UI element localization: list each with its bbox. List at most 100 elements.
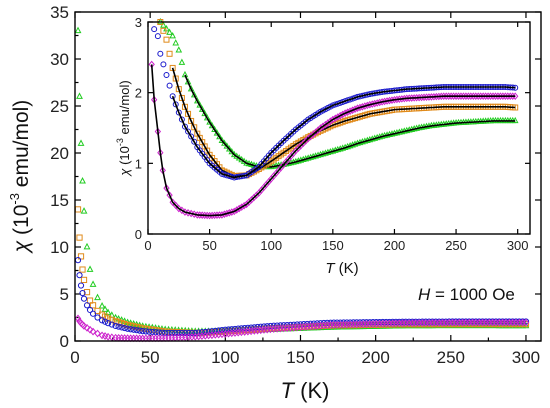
inset-point-diamond	[489, 92, 497, 100]
main-point-circle	[104, 320, 112, 327]
main-point-triangle	[519, 321, 527, 329]
inset-point-diamond	[509, 92, 516, 100]
main-point-triangle	[449, 321, 456, 329]
inset-point-diamond	[433, 92, 440, 101]
inset-point-diamond	[391, 95, 398, 104]
inset-point-square	[188, 117, 195, 124]
inset-point-diamond	[423, 93, 430, 101]
main-point-diamond	[89, 327, 97, 336]
main-point-triangle	[489, 321, 496, 329]
main-point-triangle	[459, 321, 466, 329]
main-point-circle	[79, 289, 86, 297]
inset-point-diamond	[398, 95, 405, 103]
inset-point-diamond	[415, 93, 423, 102]
inset-point-diamond	[411, 94, 418, 102]
inset-series-circle	[151, 26, 519, 181]
inset-point-circle	[163, 72, 170, 78]
inset-point-diamond	[408, 94, 415, 102]
main-point-circle	[439, 318, 446, 325]
main-point-circle	[133, 327, 140, 334]
main-point-square	[80, 276, 88, 283]
main-point-circle	[89, 310, 97, 317]
main-x-ticks: 0 50 100 150 200 250 300	[70, 12, 540, 367]
main-point-square	[77, 253, 85, 260]
inset-x-ticks: 0 50 100 150 200 250 300	[144, 22, 529, 253]
inset-point-circle	[166, 82, 173, 89]
inset-point-diamond	[425, 93, 433, 101]
inset-point-circle	[169, 93, 176, 100]
main-point-circle	[215, 327, 222, 334]
inset-point-circle	[160, 61, 167, 68]
inset-x-tick-label: 200	[384, 238, 406, 253]
inset-point-diamond	[467, 92, 475, 100]
main-point-circle	[124, 325, 131, 332]
main-point-circle	[115, 323, 122, 330]
inset-point-circle	[185, 128, 192, 135]
main-x-tick-label: 50	[141, 348, 160, 367]
main-x-tick-label: 250	[437, 348, 465, 367]
inset-point-diamond	[480, 92, 487, 100]
main-point-circle	[244, 324, 251, 331]
main-point-triangle	[439, 321, 446, 329]
inset-point-diamond	[435, 92, 442, 101]
main-point-circle	[145, 328, 153, 335]
main-point-triangle	[485, 321, 493, 329]
main-x-tick-label: 150	[286, 348, 314, 367]
main-point-circle	[222, 326, 229, 333]
inset-x-tick-label: 250	[445, 238, 467, 253]
inset-y-tick-label: 0	[135, 227, 142, 242]
main-x-tick-label: 100	[211, 348, 239, 367]
main-point-circle	[247, 324, 255, 331]
main-y-tick-label: 20	[50, 144, 69, 163]
main-point-circle	[409, 318, 416, 325]
main-point-triangle	[479, 321, 486, 329]
main-point-triangle	[452, 321, 460, 329]
main-point-square	[108, 316, 115, 323]
main-y-tick-label: 35	[50, 3, 69, 22]
main-point-triangle	[74, 26, 82, 34]
main-series-diamond	[74, 314, 530, 343]
inset-y-tick-label: 2	[135, 86, 142, 101]
main-point-circle	[254, 323, 261, 331]
inset-plot: 0 50 100 150 200 250 300 0 1 2 3 T (K) χ (10-3 em…	[115, 15, 531, 277]
main-point-circle	[208, 328, 216, 335]
inset-point-diamond	[450, 92, 457, 100]
inset-point-diamond	[470, 92, 477, 100]
inset-point-diamond	[499, 92, 507, 100]
inset-point-diamond	[507, 92, 514, 100]
main-x-tick-label: 200	[361, 348, 389, 367]
main-point-circle	[112, 322, 119, 330]
main-point-diamond	[94, 329, 101, 338]
main-point-circle	[442, 318, 449, 325]
inset-point-diamond	[484, 92, 492, 100]
main-point-circle	[77, 282, 85, 289]
inset-point-circle	[172, 101, 179, 108]
inset-point-circle	[191, 138, 198, 145]
main-point-circle	[182, 329, 189, 337]
inset-point-diamond	[203, 211, 211, 220]
main-point-circle	[225, 326, 232, 333]
inset-point-diamond	[440, 92, 447, 100]
main-point-circle	[257, 323, 264, 330]
inset-point-diamond	[438, 92, 445, 101]
main-point-circle	[118, 324, 125, 331]
main-point-triangle	[86, 265, 94, 272]
main-point-triangle	[502, 321, 510, 329]
main-point-triangle	[515, 321, 523, 329]
main-point-triangle	[475, 321, 483, 329]
inset-point-diamond	[213, 211, 221, 219]
inset-background	[148, 22, 530, 234]
main-point-triangle	[435, 321, 443, 329]
inset-frame	[147, 21, 531, 235]
main-point-diamond	[522, 318, 530, 327]
main-point-circle	[76, 272, 83, 279]
main-point-triangle	[482, 321, 490, 329]
main-point-triangle	[509, 321, 517, 329]
main-point-circle	[429, 318, 436, 325]
inset-x-tick-label: 150	[322, 238, 344, 253]
inset-point-diamond	[504, 92, 511, 100]
main-point-circle	[175, 329, 182, 337]
main-point-triangle	[89, 280, 97, 287]
main-point-circle	[168, 329, 175, 337]
